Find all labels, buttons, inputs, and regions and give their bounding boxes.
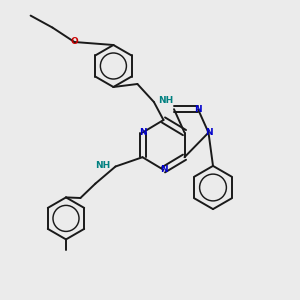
Text: NH: NH [95, 160, 110, 169]
Text: O: O [70, 38, 78, 46]
Text: N: N [205, 128, 212, 137]
Text: N: N [139, 128, 146, 137]
Text: NH: NH [158, 96, 174, 105]
Text: N: N [160, 165, 167, 174]
Text: N: N [194, 105, 202, 114]
